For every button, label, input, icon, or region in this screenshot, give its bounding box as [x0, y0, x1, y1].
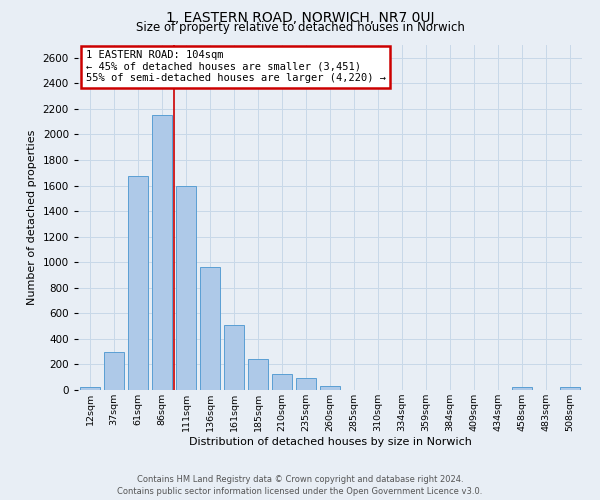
Y-axis label: Number of detached properties: Number of detached properties [27, 130, 37, 305]
Bar [104, 352, 124, 390]
Bar [560, 388, 580, 390]
Text: 1, EASTERN ROAD, NORWICH, NR7 0UJ: 1, EASTERN ROAD, NORWICH, NR7 0UJ [166, 11, 434, 25]
Text: 1 EASTERN ROAD: 104sqm
← 45% of detached houses are smaller (3,451)
55% of semi-: 1 EASTERN ROAD: 104sqm ← 45% of detached… [86, 50, 386, 84]
Bar [512, 388, 532, 390]
X-axis label: Distribution of detached houses by size in Norwich: Distribution of detached houses by size … [188, 437, 472, 447]
Text: Contains HM Land Registry data © Crown copyright and database right 2024.
Contai: Contains HM Land Registry data © Crown c… [118, 474, 482, 496]
Bar [200, 268, 220, 390]
Bar [224, 325, 244, 390]
Bar [272, 374, 292, 390]
Bar [128, 176, 148, 390]
Bar [248, 358, 268, 390]
Bar [176, 186, 196, 390]
Bar [152, 116, 172, 390]
Bar [320, 386, 340, 390]
Bar [80, 388, 100, 390]
Text: Size of property relative to detached houses in Norwich: Size of property relative to detached ho… [136, 22, 464, 35]
Bar [296, 378, 316, 390]
